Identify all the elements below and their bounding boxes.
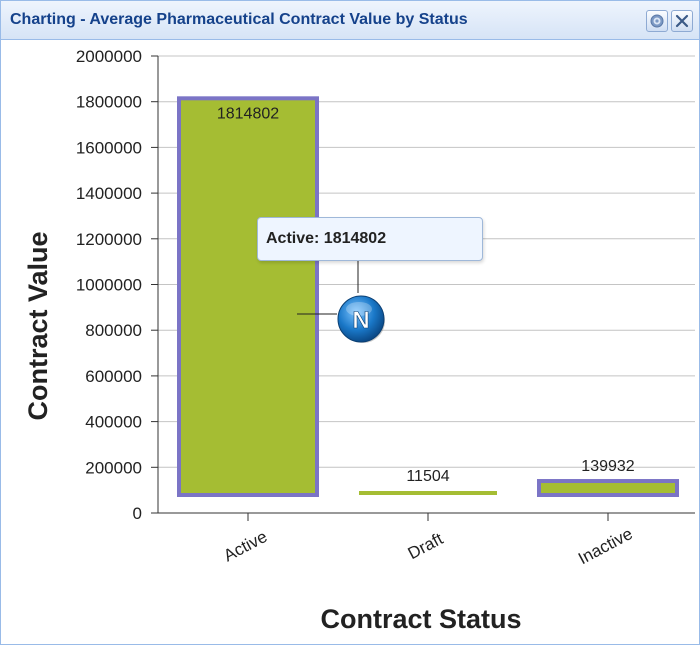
- marker-letter: N: [352, 307, 369, 334]
- data-label: 139932: [581, 458, 634, 475]
- bar-active: [177, 96, 319, 497]
- y-tick-label: 400000: [85, 413, 142, 432]
- y-tick-label: 800000: [85, 321, 142, 340]
- y-tick-label: 0: [133, 504, 142, 523]
- close-icon[interactable]: [671, 10, 693, 32]
- window-title: Charting - Average Pharmaceutical Contra…: [10, 11, 468, 28]
- bar-draft: [359, 491, 497, 495]
- x-tick-label: Draft: [405, 529, 447, 563]
- y-tick-label: 1800000: [76, 93, 142, 112]
- data-labels: 1814802 11504 139932: [217, 105, 635, 485]
- bar-chart: 0 200000 400000 600000 800000 1000000 1200000 1…: [23, 47, 695, 634]
- y-tick-label: 1000000: [76, 276, 142, 295]
- bar-tooltip: Active: 1814802: [257, 217, 483, 261]
- x-tick-label: Inactive: [575, 524, 636, 568]
- x-axis-title: Contract Status: [320, 604, 521, 634]
- bars: [177, 96, 679, 498]
- data-label: 1814802: [217, 105, 279, 122]
- y-tick-label: 1400000: [76, 184, 142, 203]
- data-label: 11504: [406, 468, 449, 485]
- y-axis-title: Contract Value: [23, 231, 53, 420]
- y-tick-label: 2000000: [76, 47, 142, 66]
- y-tick-label: 1600000: [76, 138, 142, 157]
- y-tick-label: 200000: [85, 458, 142, 477]
- y-tick-label: 600000: [85, 367, 142, 386]
- window-titlebar: Charting - Average Pharmaceutical Contra…: [1, 1, 699, 40]
- gear-icon[interactable]: [646, 10, 668, 32]
- tooltip-label: Active: 1814802: [266, 230, 387, 247]
- bar-inactive: [537, 479, 679, 498]
- x-tick-label: Active: [221, 527, 271, 566]
- note-marker-icon[interactable]: N: [335, 293, 387, 345]
- y-tick-label: 1200000: [76, 230, 142, 249]
